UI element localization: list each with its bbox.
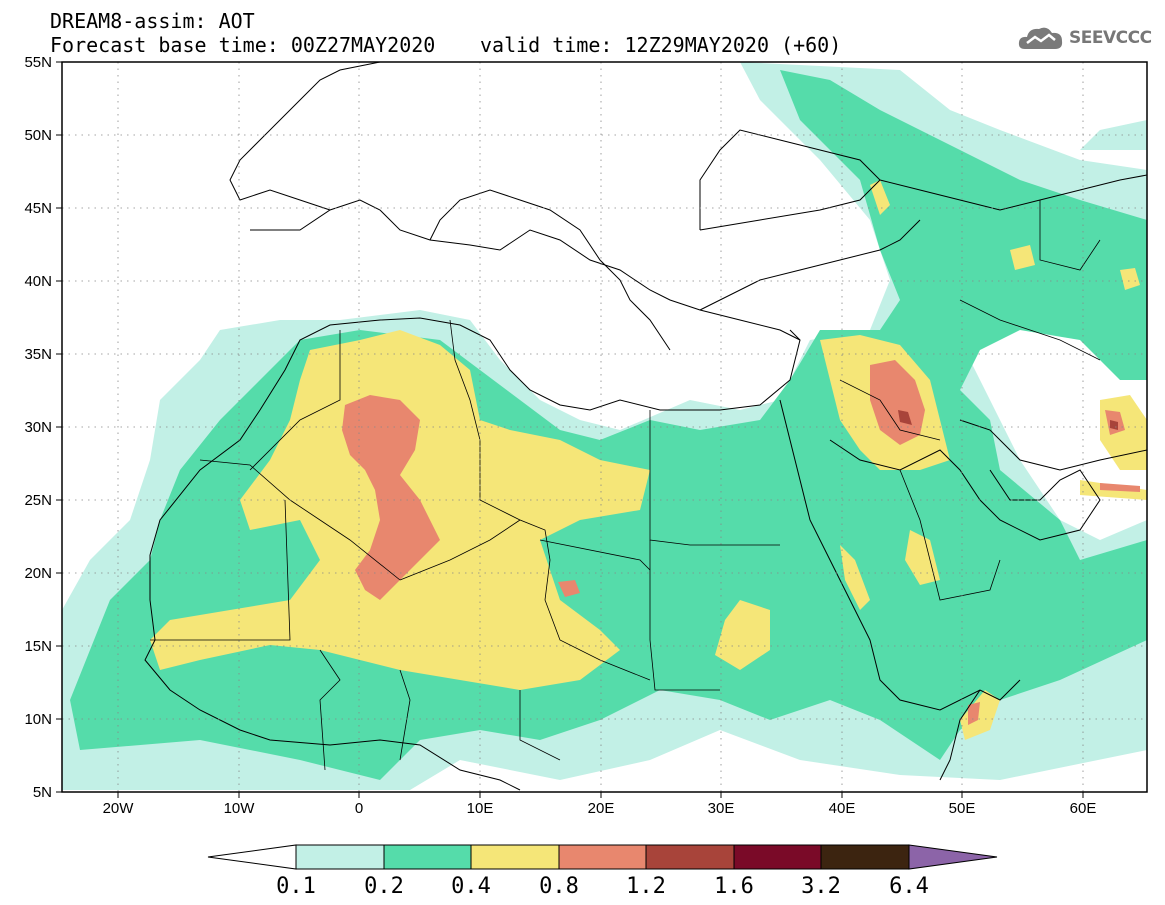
lat-label-35n: 35N bbox=[24, 346, 52, 363]
seevccc-logo: SEEVCCC bbox=[1017, 20, 1152, 56]
base-time: Forecast base time: 00Z27MAY2020 bbox=[50, 33, 436, 57]
lon-label-20w: 20W bbox=[103, 800, 135, 817]
lat-label-55n: 55N bbox=[24, 54, 52, 71]
lat-label-5n: 5N bbox=[33, 784, 52, 801]
chart-subtitle: Forecast base time: 00Z27MAY2020 valid ti… bbox=[50, 33, 841, 57]
cloud-icon bbox=[1018, 27, 1063, 49]
lat-label-20n: 20N bbox=[24, 565, 52, 582]
lat-label-10n: 10N bbox=[24, 711, 52, 728]
lat-label-50n: 50N bbox=[24, 127, 52, 144]
lon-label-60e: 60E bbox=[1070, 800, 1097, 817]
lat-label-30n: 30N bbox=[24, 419, 52, 436]
lon-label-10w: 10W bbox=[224, 800, 256, 817]
lon-label-30e: 30E bbox=[708, 800, 735, 817]
lon-label-10e: 10E bbox=[467, 800, 494, 817]
logo-text: SEEVCCC bbox=[1069, 28, 1152, 48]
lon-label-0: 0 bbox=[355, 800, 363, 817]
aot-field bbox=[62, 62, 1147, 792]
lon-label-20e: 20E bbox=[588, 800, 615, 817]
lat-label-45n: 45N bbox=[24, 200, 52, 217]
chart-title: DREAM8-assim: AOT bbox=[50, 9, 255, 33]
lon-label-40e: 40E bbox=[829, 800, 856, 817]
valid-time: valid time: 12Z29MAY2020 (+60) bbox=[480, 33, 842, 57]
lon-label-50e: 50E bbox=[949, 800, 976, 817]
lat-label-25n: 25N bbox=[24, 492, 52, 509]
lat-label-40n: 40N bbox=[24, 273, 52, 290]
lat-label-15n: 15N bbox=[24, 638, 52, 655]
